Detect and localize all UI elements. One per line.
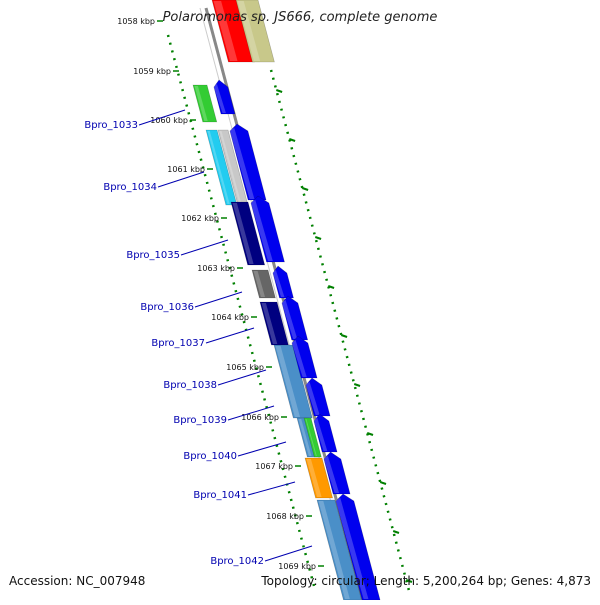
genome-summary-text: Topology: circular; Length: 5,200,264 bp… <box>261 574 591 588</box>
feature-orange-1041-bevel <box>306 459 322 497</box>
cds-arrow-bevel <box>313 418 328 451</box>
scale-tick <box>379 481 387 485</box>
feature-steelblue-1038-bevel <box>275 346 300 417</box>
gene-label[interactable]: Bpro_1035 <box>126 250 180 261</box>
gene-leader-line <box>138 109 186 126</box>
scale-label: 1067 kbp <box>255 462 293 471</box>
cds-arrow-bevel <box>281 300 298 339</box>
scale-tick <box>392 530 400 534</box>
scale-tick <box>275 89 283 93</box>
feature-green-1040-bevel <box>305 419 317 456</box>
scale-label: 1066 kbp <box>241 413 279 422</box>
accession-text: Accession: NC_007948 <box>9 574 146 588</box>
cds-arrow-bevel <box>213 84 226 113</box>
scale-tick <box>353 383 361 387</box>
scale-tick <box>366 432 374 436</box>
feature-orange-1041 <box>304 457 333 499</box>
page-title: Polaromonas sp. JS666, complete genome <box>162 10 438 25</box>
feature-green-1040 <box>303 417 322 458</box>
scale-label: 1061 kbp <box>167 165 205 174</box>
feature-red-bevel <box>213 1 238 61</box>
scale-label: 1062 kbp <box>181 214 219 223</box>
gene-label[interactable]: Bpro_1042 <box>210 556 264 567</box>
scale-label: 1063 kbp <box>197 264 235 273</box>
gene-label[interactable]: Bpro_1038 <box>163 380 217 391</box>
feature-navy-1037-bevel <box>261 303 278 344</box>
gene-leader-line <box>180 239 229 256</box>
feature-navy-1035 <box>230 201 266 266</box>
gene-label[interactable]: Bpro_1033 <box>84 120 138 131</box>
scale-label: 1069 kbp <box>278 562 316 571</box>
scale-label: 1058 kbp <box>117 17 155 26</box>
cds-arrow-bevel <box>250 200 273 261</box>
cds-arrow-bevel <box>229 128 255 199</box>
gene-label[interactable]: Bpro_1036 <box>140 302 194 313</box>
feature-gray-1036 <box>251 269 276 299</box>
gene-label[interactable]: Bpro_1034 <box>103 182 157 193</box>
feature-green-1033 <box>192 84 218 123</box>
gene-leader-line <box>205 327 255 344</box>
scale-tick <box>301 187 309 191</box>
scale-tick <box>288 138 296 142</box>
gene-label[interactable]: Bpro_1037 <box>151 338 205 349</box>
scale-label: 1065 kbp <box>226 363 264 372</box>
scale-label: 1068 kbp <box>266 512 304 521</box>
scale-line-right <box>269 69 411 591</box>
gene-leader-line <box>247 481 296 496</box>
feature-navy-1035-bevel <box>232 203 254 264</box>
feature-olive <box>235 0 275 63</box>
feature-olive-bevel <box>237 1 261 61</box>
gene-leader-line <box>194 291 243 308</box>
gene-label[interactable]: Bpro_1040 <box>183 451 237 462</box>
gene-leader-line <box>227 405 275 421</box>
scale-tick <box>405 579 413 583</box>
gene-leader-line <box>157 171 205 188</box>
feature-steelblue-1042-bevel <box>318 501 350 599</box>
feature-gray-1036-bevel <box>253 271 265 297</box>
feature-steelblue-1039-bevel <box>298 419 312 456</box>
cds-arrow <box>291 335 318 379</box>
feature-green-1033-bevel <box>194 86 208 121</box>
gene-label[interactable]: Bpro_1041 <box>193 490 247 501</box>
gene-leader-line <box>217 369 267 386</box>
scale-label: 1064 kbp <box>211 313 249 322</box>
cds-arrow <box>323 451 351 495</box>
scale-tick <box>327 285 335 289</box>
gene-label[interactable]: Bpro_1039 <box>173 415 227 426</box>
scale-tick <box>340 334 348 338</box>
gene-leader-line <box>237 441 287 457</box>
cds-arrow-bevel <box>335 498 369 599</box>
scale-tick <box>314 236 322 240</box>
cds-arrow <box>313 413 338 453</box>
feature-steelblue-1038 <box>273 344 313 419</box>
cds-arrow-bevel <box>305 382 320 415</box>
feature-gray-strip-bevel <box>219 131 242 204</box>
scale-label: 1060 kbp <box>150 116 188 125</box>
cds-arrow-bevel <box>272 270 285 297</box>
scale-label: 1059 kbp <box>133 67 171 76</box>
cds-arrow <box>250 195 285 263</box>
cds-arrow <box>213 79 236 115</box>
cds-arrow-bevel <box>291 340 307 377</box>
gene-leader-line <box>264 545 313 562</box>
cds-arrow-bevel <box>323 456 340 493</box>
feature-cyan-1034-bevel <box>207 131 230 204</box>
